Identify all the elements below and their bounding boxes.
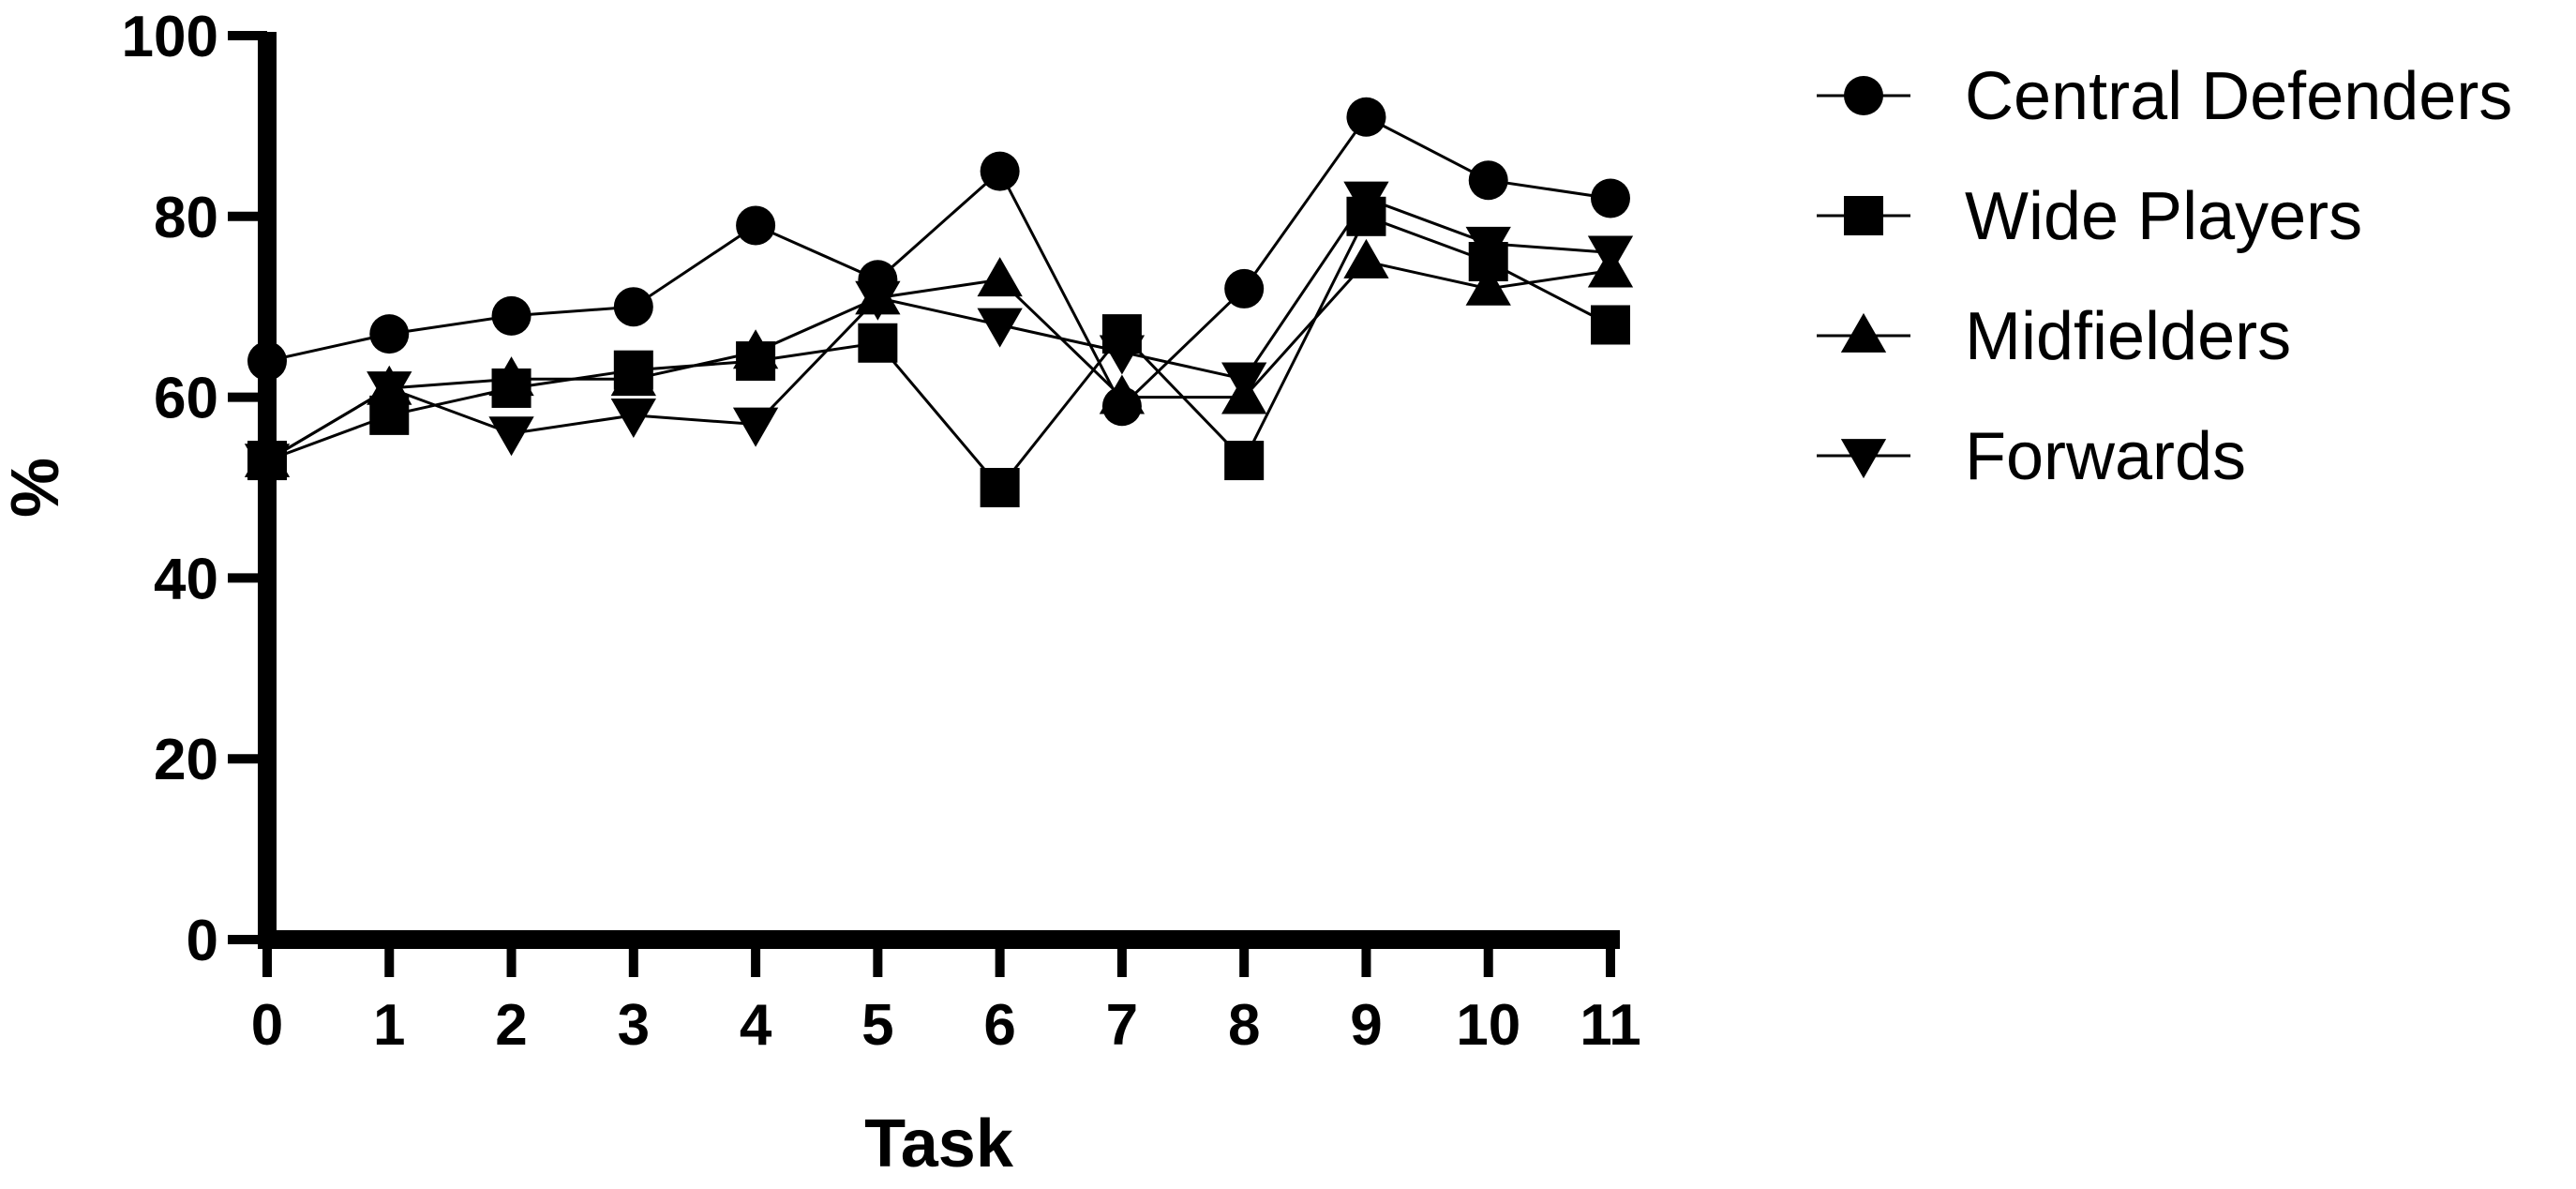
data-point-central-defenders-3 [613, 287, 653, 327]
legend-marker-central-defenders [1844, 76, 1883, 115]
x-tick-label-11: 11 [1580, 993, 1641, 1058]
data-point-wide-players-11 [1591, 305, 1630, 345]
data-point-wide-players-8 [1224, 441, 1265, 481]
data-point-central-defenders-10 [1468, 160, 1508, 201]
series-central-defenders [247, 97, 1630, 427]
x-tick-label-0: 0 [251, 993, 283, 1058]
data-point-forwards-4 [732, 407, 779, 447]
y-tick-label-80: 80 [154, 186, 218, 250]
x-tick-label-3: 3 [618, 993, 650, 1058]
y-tick-label-60: 60 [154, 367, 218, 431]
y-tick-label-40: 40 [154, 547, 218, 611]
plot-area [244, 97, 1634, 507]
data-point-central-defenders-9 [1346, 97, 1386, 137]
legend-label-midfielders: Midfielders [1965, 299, 2291, 374]
legend-marker-forwards [1840, 439, 1887, 479]
y-tick-label-100: 100 [122, 5, 218, 69]
x-tick-label-7: 7 [1106, 993, 1138, 1058]
data-point-midfielders-10 [1465, 265, 1511, 306]
legend-entry-wide-players: Wide Players [1817, 179, 2362, 254]
data-point-central-defenders-6 [980, 151, 1020, 191]
y-tick-label-20: 20 [154, 728, 218, 792]
data-point-forwards-6 [977, 308, 1023, 348]
data-point-midfielders-9 [1343, 238, 1389, 278]
legend-marker-wide-players [1844, 196, 1883, 235]
series-wide-players [247, 196, 1630, 507]
data-point-central-defenders-1 [369, 314, 410, 354]
x-tick-label-10: 10 [1456, 993, 1520, 1058]
series-line-wide-players [266, 214, 1611, 490]
data-point-midfielders-6 [977, 257, 1023, 297]
data-point-forwards-2 [488, 416, 534, 457]
legend-label-forwards: Forwards [1965, 419, 2246, 494]
legend-marker-midfielders [1840, 312, 1887, 353]
series-line-central-defenders [266, 114, 1611, 409]
data-point-wide-players-5 [858, 323, 898, 363]
data-point-midfielders-3 [610, 356, 656, 397]
legend-label-central-defenders: Central Defenders [1965, 59, 2512, 134]
series-forwards [244, 181, 1634, 484]
data-point-central-defenders-11 [1591, 178, 1630, 218]
legend-label-wide-players: Wide Players [1965, 179, 2362, 254]
data-point-forwards-9 [1343, 181, 1389, 221]
axes: 0 20 40 60 80 100 0 1 2 3 4 5 6 7 8 9 10 11 [122, 5, 1641, 1058]
series-line-midfielders [266, 260, 1611, 462]
data-point-forwards-7 [1099, 335, 1146, 375]
legend: Central Defenders Wide Players Midfielders… [1817, 59, 2512, 494]
x-tick-label-9: 9 [1350, 993, 1382, 1058]
data-point-forwards-5 [855, 280, 901, 321]
y-tick-label-0: 0 [187, 909, 218, 973]
x-tick-label-6: 6 [983, 993, 1015, 1058]
series-midfielders [244, 238, 1634, 477]
y-axis-title: % [0, 458, 73, 518]
x-tick-label-2: 2 [495, 993, 527, 1058]
x-tick-label-1: 1 [373, 993, 405, 1058]
data-point-forwards-11 [1587, 235, 1634, 276]
data-point-forwards-1 [367, 371, 412, 412]
data-point-central-defenders-2 [491, 295, 532, 336]
legend-entry-central-defenders: Central Defenders [1817, 59, 2512, 134]
data-point-wide-players-6 [980, 468, 1020, 507]
data-point-central-defenders-8 [1224, 268, 1265, 309]
data-point-forwards-10 [1465, 226, 1511, 266]
x-tick-label-8: 8 [1228, 993, 1260, 1058]
legend-entry-midfielders: Midfielders [1817, 299, 2291, 374]
data-point-midfielders-7 [1099, 374, 1146, 414]
data-point-midfielders-4 [732, 329, 779, 369]
data-point-forwards-3 [610, 399, 656, 439]
data-point-forwards-8 [1221, 362, 1267, 402]
data-point-central-defenders-4 [736, 205, 776, 246]
legend-entry-forwards: Forwards [1817, 419, 2246, 494]
data-point-midfielders-2 [488, 356, 534, 397]
x-tick-label-4: 4 [740, 993, 772, 1058]
x-tick-label-5: 5 [861, 993, 893, 1058]
series-line-forwards [266, 196, 1611, 462]
x-axis-title: Task [864, 1106, 1014, 1181]
